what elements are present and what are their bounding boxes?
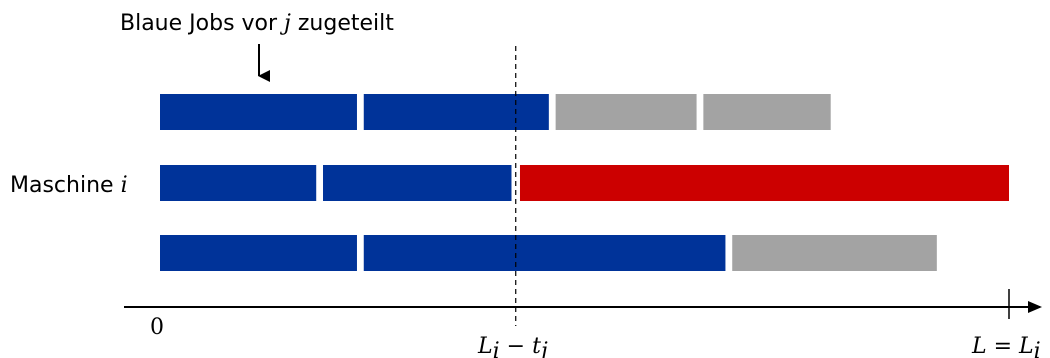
machine-row-i: [160, 165, 1009, 201]
machine-row-3: [160, 235, 937, 271]
red-job-bar: [519, 165, 1009, 201]
blue-job-bar: [160, 165, 317, 201]
job-rows: [160, 94, 1009, 271]
annotation-label: Blaue Jobs vor j zugeteilt: [120, 11, 394, 36]
gray-job-bar: [703, 94, 831, 130]
machine-row-1: [160, 94, 831, 130]
gray-job-bar: [555, 94, 697, 130]
gray-job-bar: [732, 235, 937, 271]
origin-label: 0: [150, 315, 164, 340]
blue-job-bar: [160, 235, 357, 271]
blue-job-bar: [323, 165, 512, 201]
end-label: L = Li: [971, 334, 1041, 358]
blue-job-bar: [160, 94, 357, 130]
blue-job-bar: [363, 94, 549, 130]
blue-job-bar: [363, 235, 726, 271]
mid-label: Li − tj: [477, 334, 548, 358]
machine-label: Maschine i: [10, 173, 128, 198]
